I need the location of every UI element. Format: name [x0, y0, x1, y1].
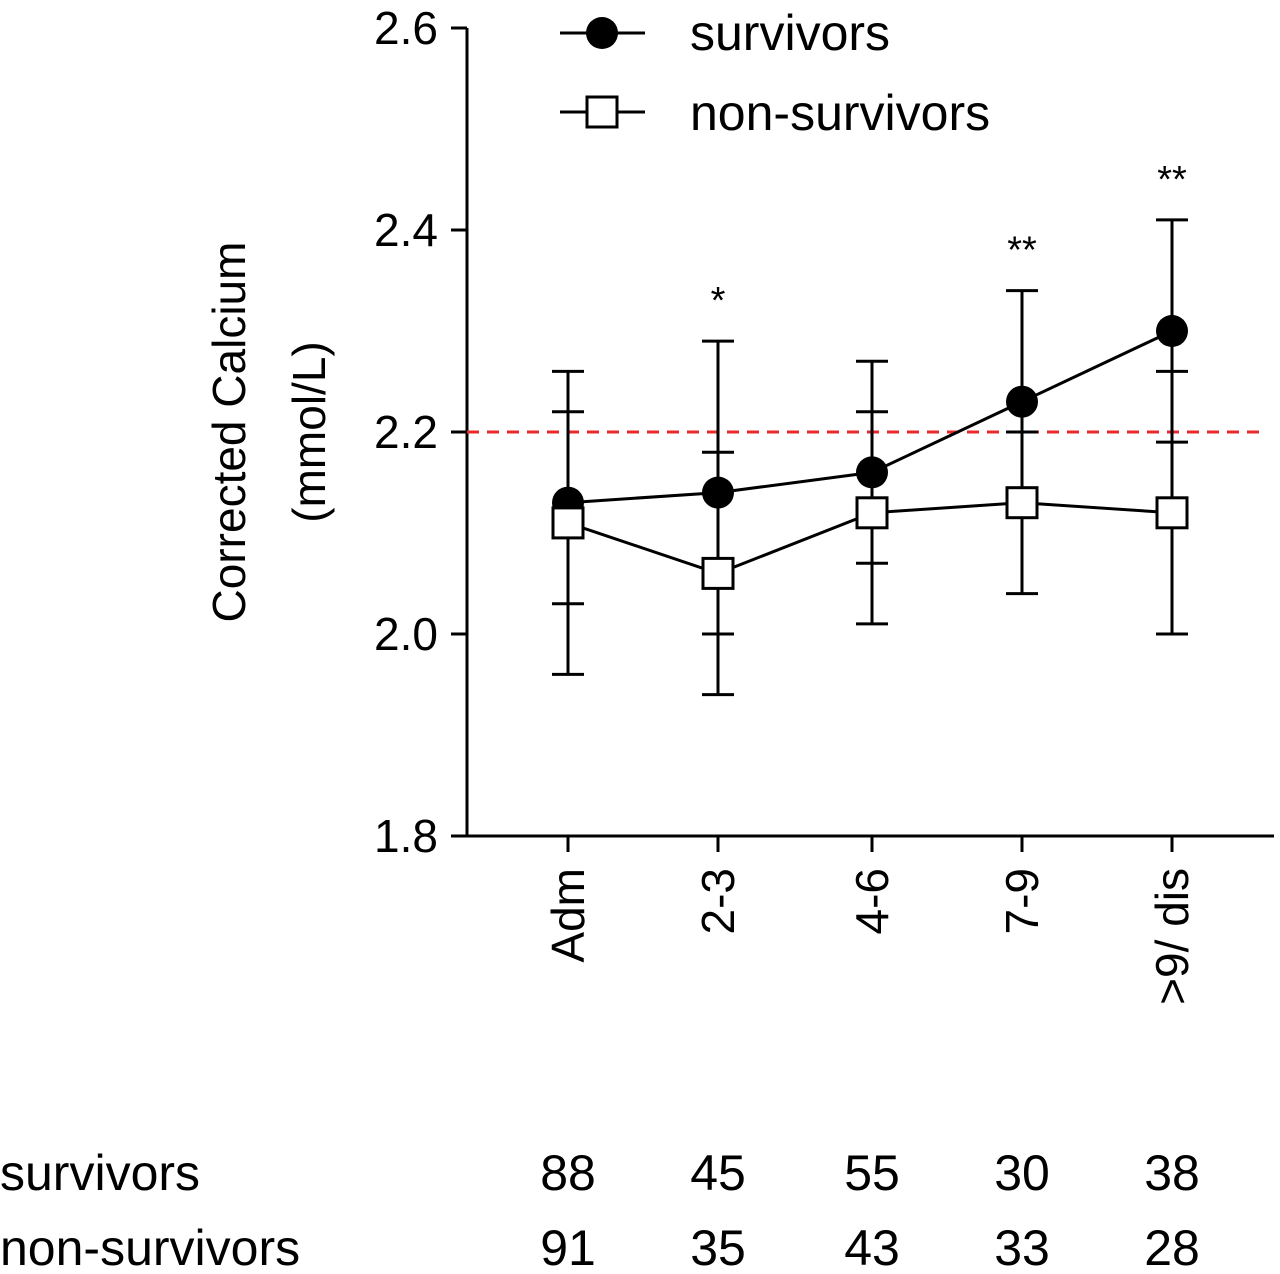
x-tick-label: 7-9 [996, 868, 1048, 934]
series-lines [567, 329, 1173, 575]
legend-non-survivors-label: non-survivors [690, 85, 990, 141]
legend-survivors-marker [586, 17, 618, 49]
count-value: 30 [994, 1145, 1050, 1201]
y-axis-title-line1: Corrected Calcium [203, 242, 255, 623]
counts-table: survivors non-survivors 88 45 55 30 38 91 35 43… [0, 1145, 1200, 1274]
legend-survivors-label: survivors [690, 5, 890, 61]
significance-mark: ** [1157, 159, 1187, 201]
y-tick-label: 2.6 [374, 2, 438, 54]
count-value: 88 [540, 1145, 596, 1201]
count-value: 35 [690, 1220, 746, 1274]
y-tick-label: 2.4 [374, 204, 438, 256]
data-point-non-survivors [551, 506, 585, 540]
significance-mark: * [711, 280, 726, 322]
significance-marks: ***** [711, 159, 1187, 322]
y-tick-label: 1.8 [374, 810, 438, 862]
count-value: 45 [690, 1145, 746, 1201]
x-tick-label: 2-3 [692, 868, 744, 934]
data-point-survivors [1006, 385, 1038, 418]
x-tick-labels: Adm 2-3 4-6 7-9 >9/ dis [542, 836, 1198, 1005]
count-value: 55 [844, 1145, 900, 1201]
count-value: 28 [1144, 1220, 1200, 1274]
y-tick-label: 2.2 [374, 406, 438, 458]
x-tick-label: >9/ dis [1146, 868, 1198, 1005]
y-ticks: 1.8 2.0 2.2 2.4 2.6 [374, 2, 467, 862]
data-point-non-survivors [1005, 486, 1039, 520]
significance-mark: ** [1007, 230, 1037, 272]
x-tick-label: Adm [542, 868, 594, 963]
legend-non-survivors-marker [585, 95, 619, 129]
y-tick-label: 2.0 [374, 608, 438, 660]
count-value: 33 [994, 1220, 1050, 1274]
data-point-survivors [856, 456, 888, 489]
y-axis-title-line2: (mmol/L) [283, 341, 335, 522]
x-tick-label: 4-6 [846, 868, 898, 934]
data-point-non-survivors [855, 496, 889, 530]
counts-row-label: non-survivors [0, 1220, 300, 1274]
series-markers [551, 315, 1189, 590]
count-value: 91 [540, 1220, 596, 1274]
counts-row-label: survivors [0, 1145, 200, 1201]
data-point-survivors [1156, 315, 1188, 347]
data-point-non-survivors [1155, 496, 1189, 530]
data-point-non-survivors [701, 556, 735, 590]
count-value: 43 [844, 1220, 900, 1274]
count-value: 38 [1144, 1145, 1200, 1201]
data-point-survivors [702, 476, 734, 509]
legend: survivors non-survivors [560, 5, 990, 141]
